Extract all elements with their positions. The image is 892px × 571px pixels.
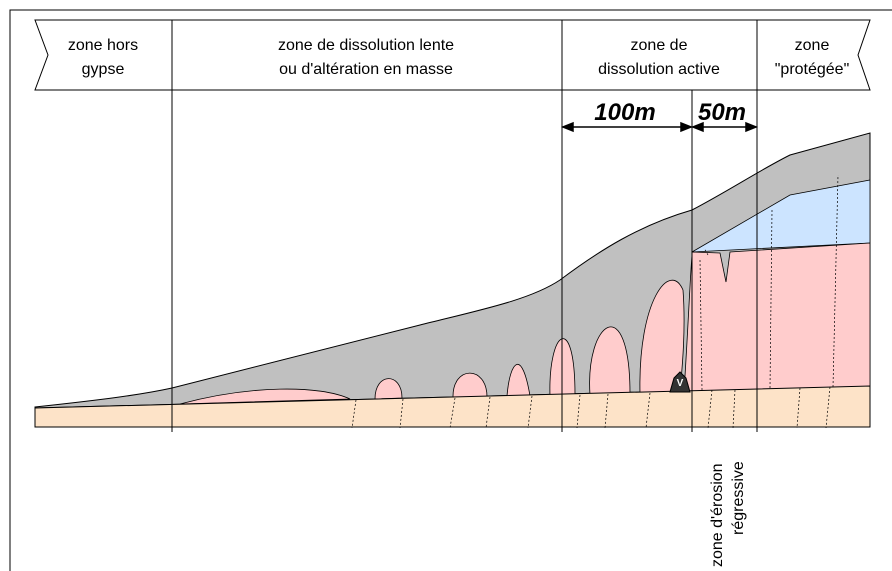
zone-box xyxy=(172,20,562,90)
zone-label: zone hors xyxy=(68,37,138,54)
dimension-label: 100m xyxy=(594,99,655,126)
zone-label: "protégée" xyxy=(775,61,850,78)
zone-box xyxy=(35,20,172,90)
zone-label: gypse xyxy=(82,61,125,78)
zone-label: zone de xyxy=(631,37,688,54)
pink-block xyxy=(692,243,870,392)
zone-label: zone de dissolution lente xyxy=(278,37,454,54)
erosion-label: régressive xyxy=(730,461,747,535)
marker-label: V xyxy=(677,378,684,389)
zone-box xyxy=(562,20,757,90)
diagram: zone hors gypse zone de dissolution lent… xyxy=(0,0,892,571)
zone-label: dissolution active xyxy=(598,61,720,78)
zone-label: zone xyxy=(795,37,830,54)
erosion-label: zone d'érosion xyxy=(709,463,726,567)
dimension-label: 50m xyxy=(698,99,746,126)
zone-label: ou d'altération en masse xyxy=(279,61,453,78)
zone-box xyxy=(757,20,870,90)
